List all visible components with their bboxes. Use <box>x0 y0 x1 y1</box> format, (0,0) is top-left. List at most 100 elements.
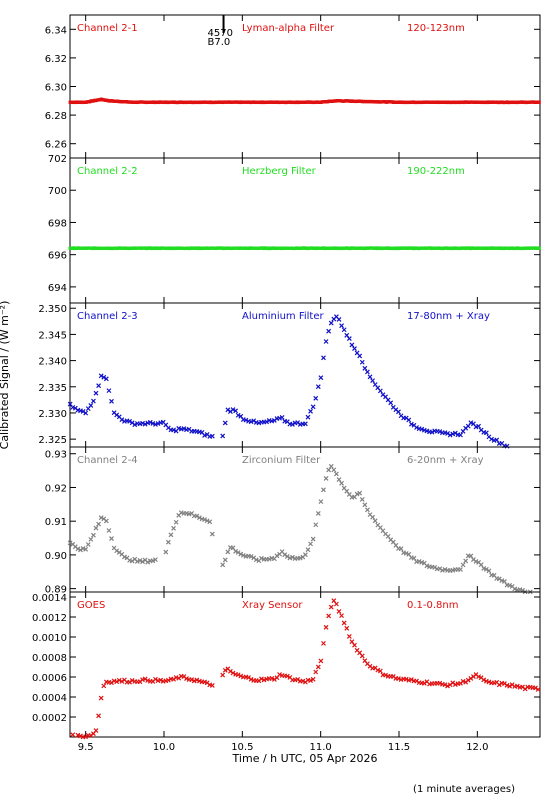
panel-frame-1 <box>69 14 541 159</box>
ytick-label: 0.0002 <box>32 713 67 724</box>
data-point <box>432 564 438 570</box>
data-point <box>290 422 295 427</box>
data-point <box>230 670 236 676</box>
data-point <box>153 422 158 427</box>
data-point <box>349 342 355 348</box>
data-point <box>452 430 458 436</box>
ytick-label: 2.325 <box>38 435 67 446</box>
data-point <box>142 421 148 427</box>
ytick-label: 6.28 <box>45 111 67 122</box>
data-point <box>230 545 236 551</box>
data-point <box>222 420 228 426</box>
data-point <box>101 683 107 689</box>
data-point <box>308 541 313 547</box>
data-point <box>377 668 383 674</box>
data-point <box>333 601 339 607</box>
panel-frame-2 <box>69 157 541 304</box>
data-point <box>383 672 388 678</box>
panel-channel-label: GOES <box>77 600 105 611</box>
data-point <box>396 676 401 682</box>
data-point <box>310 536 316 542</box>
data-point <box>246 675 251 681</box>
data-point <box>295 677 301 682</box>
data-point <box>209 531 215 537</box>
data-point <box>468 420 474 426</box>
data-point <box>318 375 324 381</box>
data-point <box>284 673 290 679</box>
data-point <box>365 369 370 375</box>
panel-filter-label: Aluminium Filter <box>242 311 325 322</box>
data-point <box>504 443 510 449</box>
data-point <box>414 425 419 430</box>
panel-filter-label: Zirconium Filter <box>242 455 321 466</box>
data-point <box>132 422 138 428</box>
ytick-label: 2.345 <box>38 330 67 341</box>
data-point <box>222 557 228 563</box>
data-point <box>171 427 176 433</box>
data-point <box>88 536 94 542</box>
data-point <box>220 672 226 678</box>
footnote: (1 minute averages) <box>413 784 515 795</box>
data-point <box>326 328 332 334</box>
data-point <box>284 554 290 559</box>
data-point <box>153 557 158 563</box>
data-point <box>429 429 435 435</box>
data-point <box>481 565 487 571</box>
data-point <box>259 555 264 561</box>
data-point <box>419 426 425 432</box>
data-point <box>96 521 102 527</box>
data-point <box>336 609 342 614</box>
data-point <box>494 437 500 443</box>
ytick-label: 6.32 <box>45 54 67 65</box>
panel-frame-4 <box>69 446 541 593</box>
data-point <box>411 555 417 561</box>
ytick-label: 0.91 <box>45 517 67 528</box>
data-point <box>106 388 112 394</box>
data-point <box>437 680 443 686</box>
ytick-label: 696 <box>48 251 67 262</box>
ytick-label: 0.90 <box>45 551 67 562</box>
data-point <box>328 320 334 326</box>
data-point <box>98 373 104 379</box>
data-point <box>481 677 487 683</box>
data-point <box>96 383 102 389</box>
data-point <box>328 463 334 469</box>
data-point <box>98 515 104 521</box>
data-point <box>370 378 376 384</box>
data-point <box>486 679 492 685</box>
data-point <box>235 412 241 418</box>
data-point <box>248 676 254 682</box>
data-point <box>202 517 208 522</box>
data-point <box>323 339 329 344</box>
data-point <box>414 678 419 684</box>
data-point <box>372 518 378 524</box>
data-point <box>339 323 345 329</box>
data-point <box>305 414 311 420</box>
data-point <box>339 613 345 619</box>
data-point <box>496 682 502 688</box>
panel-channel-label: Channel 2-4 <box>77 455 138 466</box>
data-point <box>287 555 293 561</box>
data-point <box>228 668 233 674</box>
data-point <box>140 420 145 426</box>
data-point <box>323 475 329 481</box>
data-point <box>171 525 176 531</box>
data-point <box>109 398 114 404</box>
xtick-label: 11.0 <box>310 742 332 753</box>
data-point <box>209 683 215 688</box>
data-point <box>114 548 120 554</box>
data-point <box>354 491 360 497</box>
data-point <box>476 674 482 680</box>
data-point <box>357 490 363 496</box>
data-point <box>473 558 479 564</box>
data-point <box>147 419 153 425</box>
data-point <box>537 100 541 104</box>
data-point <box>463 558 469 564</box>
panel-filter-label: Xray Sensor <box>242 600 303 611</box>
data-point <box>398 546 404 552</box>
data-point <box>83 734 89 740</box>
data-point <box>408 677 414 683</box>
data-point <box>367 374 373 380</box>
data-point <box>385 533 391 539</box>
data-point <box>315 664 321 670</box>
